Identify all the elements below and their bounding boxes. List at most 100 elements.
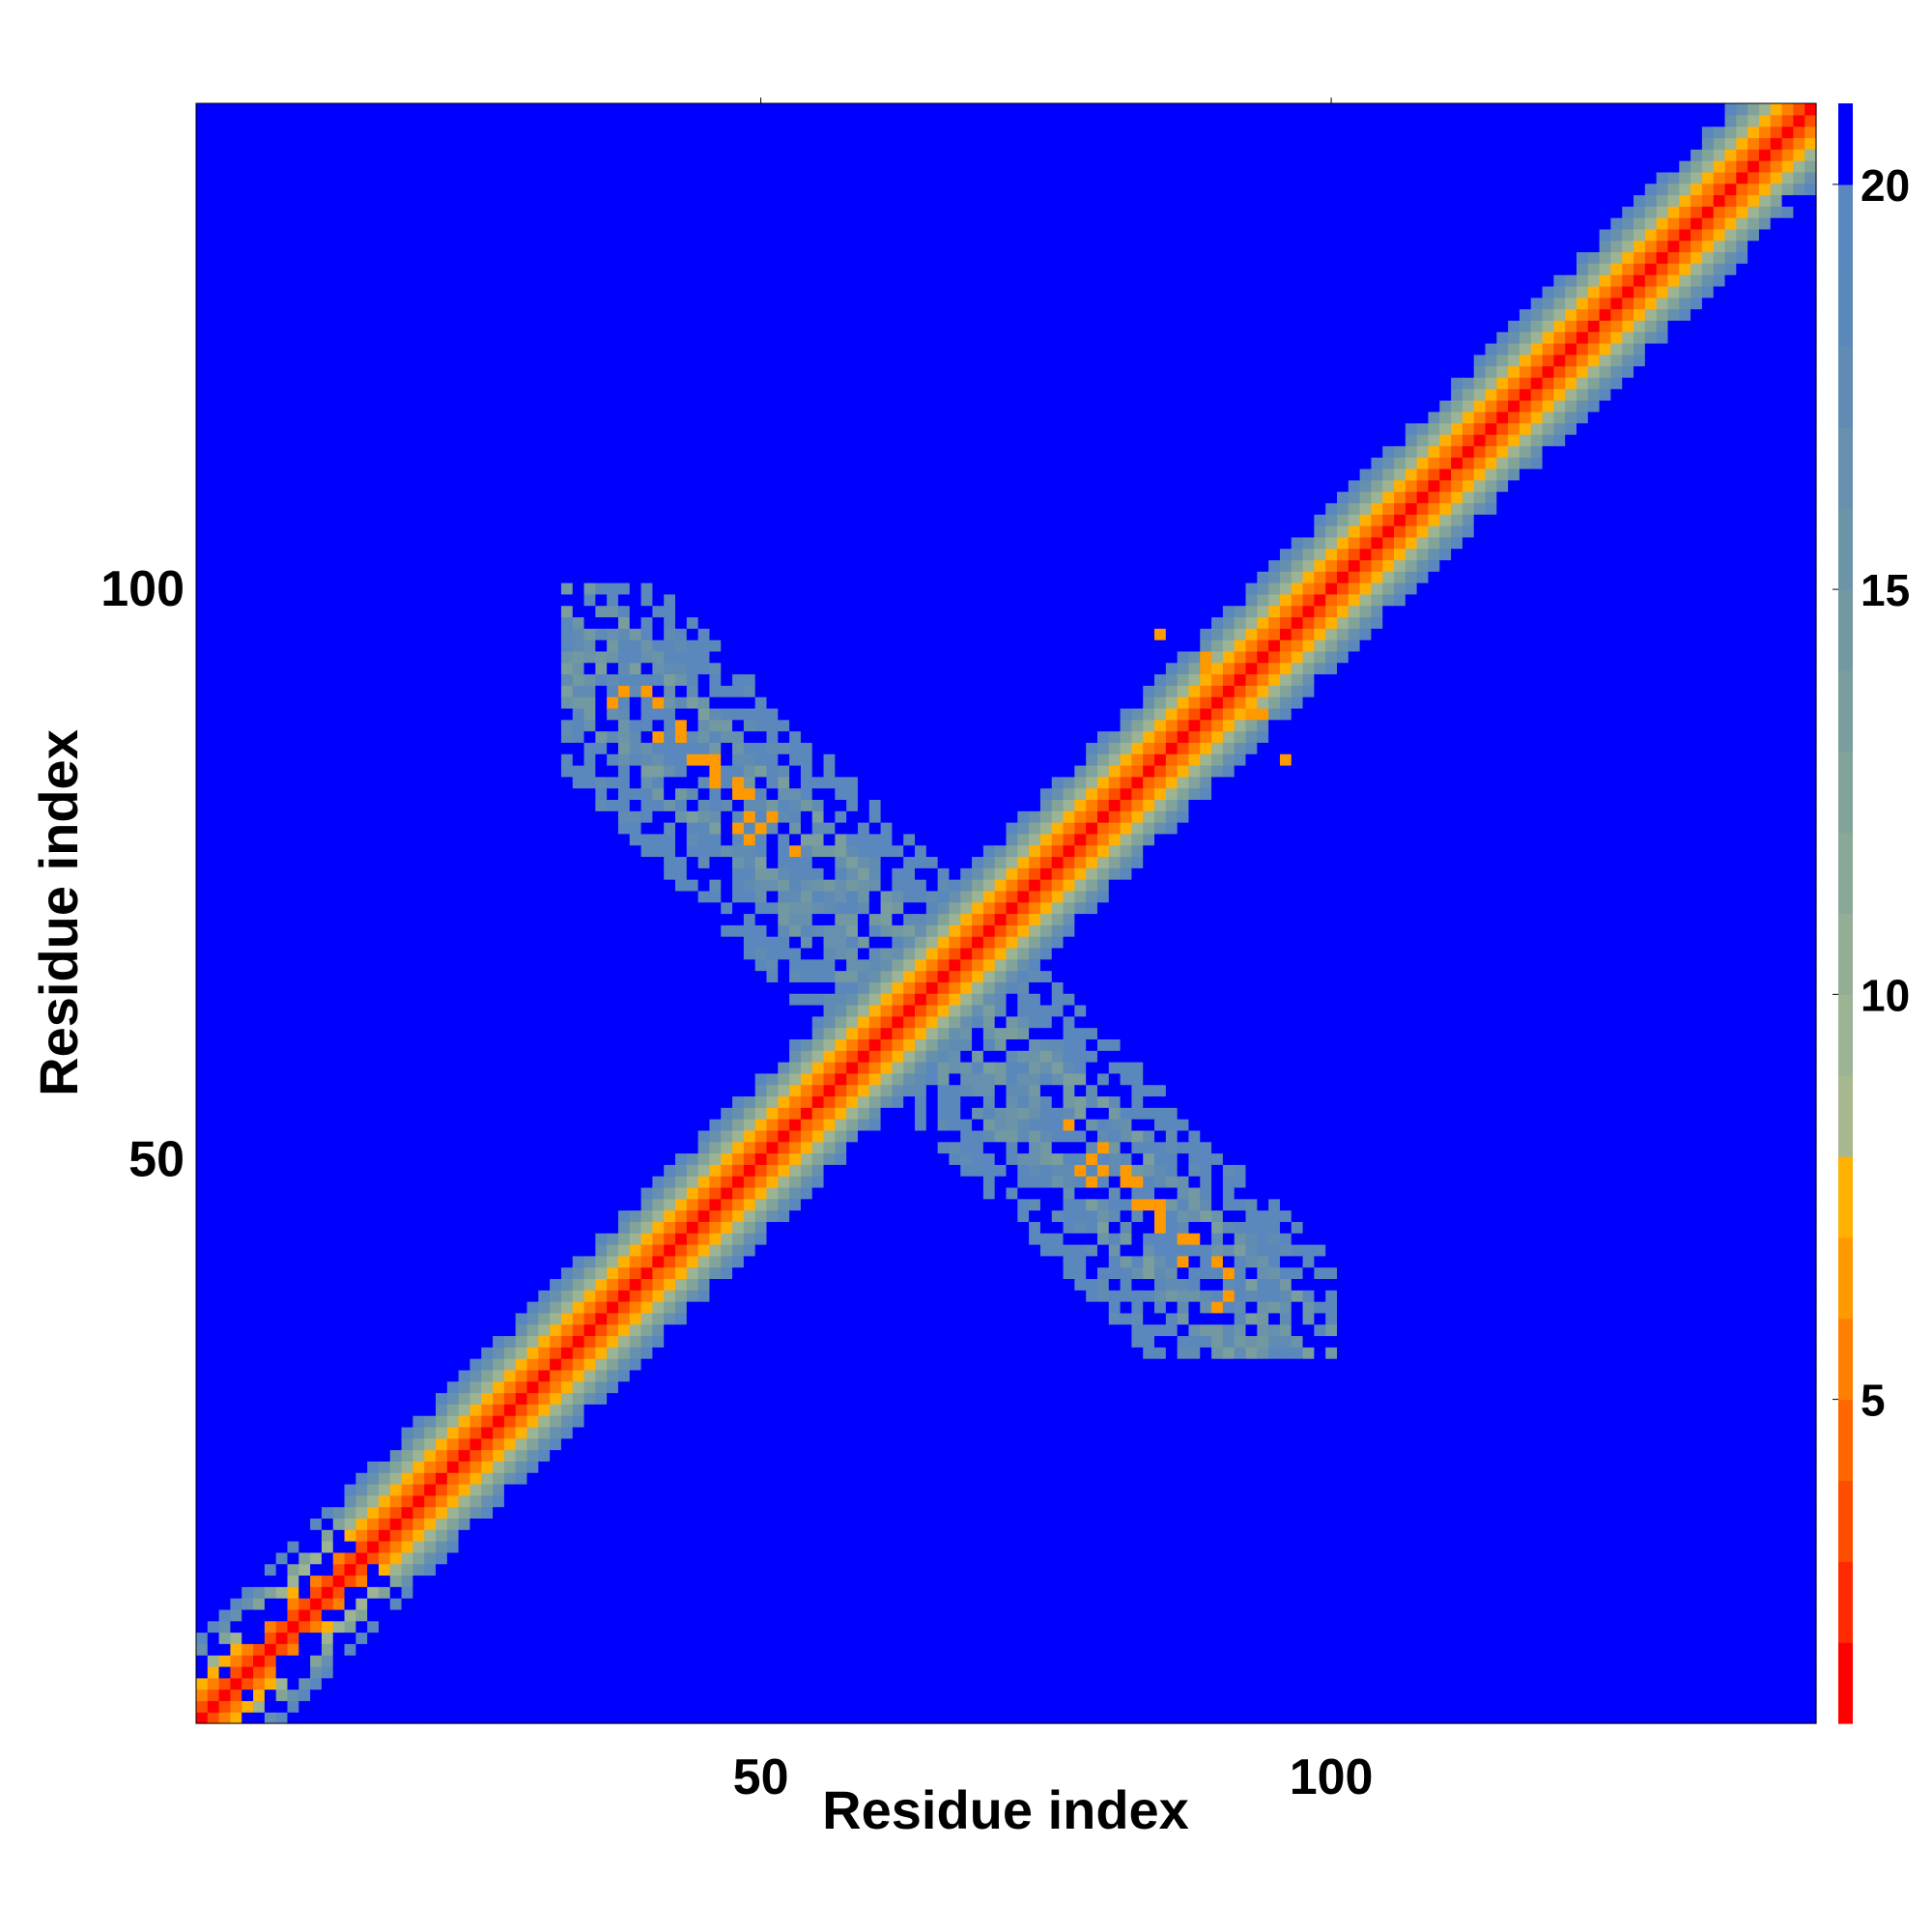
heatmap-cell (389, 867, 403, 880)
heatmap-cell (242, 1506, 254, 1520)
heatmap-cell (378, 137, 391, 150)
heatmap-cell (469, 970, 482, 982)
heatmap-cell (572, 1700, 585, 1713)
heatmap-cell (550, 1518, 562, 1530)
heatmap-cell (424, 502, 437, 515)
heatmap-cell (253, 742, 266, 754)
heatmap-cell (321, 149, 334, 161)
heatmap-cell (367, 285, 380, 298)
heatmap-cell (436, 320, 448, 332)
heatmap-cell (401, 707, 413, 721)
heatmap-cell (481, 867, 494, 880)
heatmap-cell (298, 1072, 311, 1086)
heatmap-cell (275, 1152, 289, 1165)
heatmap-cell (389, 571, 403, 583)
heatmap-cell (401, 1027, 413, 1040)
heatmap-cell (412, 1437, 425, 1451)
heatmap-cell (253, 251, 266, 264)
heatmap-cell (242, 628, 254, 640)
heatmap-cell (389, 388, 403, 401)
heatmap-cell (298, 1551, 311, 1565)
heatmap-cell (310, 1449, 323, 1462)
heatmap-cell (572, 1198, 585, 1211)
heatmap-cell (424, 457, 437, 469)
heatmap-cell (446, 422, 460, 436)
heatmap-cell (207, 1358, 220, 1371)
heatmap-cell (310, 1358, 323, 1371)
heatmap-cell (503, 1084, 517, 1097)
heatmap-cell (572, 171, 585, 185)
heatmap-cell (389, 1541, 403, 1553)
heatmap-cell (526, 1347, 539, 1359)
heatmap-cell (298, 1506, 311, 1520)
heatmap-cell (458, 1176, 471, 1188)
heatmap-cell (355, 1404, 368, 1416)
heatmap-cell (196, 1358, 209, 1371)
heatmap-cell (572, 1677, 585, 1690)
heatmap-cell (275, 685, 289, 697)
heatmap-cell (287, 1380, 299, 1394)
heatmap-cell (367, 228, 380, 242)
heatmap-cell (253, 1358, 266, 1371)
heatmap-cell (469, 844, 482, 858)
heatmap-cell (412, 274, 425, 287)
heatmap-cell (367, 822, 380, 835)
heatmap-cell (526, 1095, 539, 1108)
heatmap-cell (389, 502, 403, 515)
heatmap-cell (469, 1278, 482, 1291)
heatmap-cell (526, 1506, 539, 1520)
heatmap-cell (287, 297, 299, 310)
heatmap-cell (424, 1243, 437, 1257)
heatmap-cell (264, 514, 277, 526)
heatmap-cell (253, 1221, 266, 1234)
heatmap-cell (264, 240, 277, 253)
heatmap-cell (344, 639, 356, 652)
heatmap-cell (378, 1038, 391, 1051)
heatmap-cell (367, 1255, 380, 1268)
heatmap-cell (389, 719, 403, 732)
heatmap-cell (264, 1643, 277, 1656)
heatmap-cell (287, 833, 299, 846)
heatmap-cell (196, 468, 209, 481)
heatmap-cell (275, 628, 289, 640)
heatmap-cell (560, 1608, 574, 1622)
heatmap-cell (560, 388, 574, 401)
heatmap-cell (424, 1027, 437, 1040)
heatmap-cell (503, 1598, 517, 1610)
heatmap-cell (287, 787, 299, 800)
heatmap-cell (298, 764, 311, 778)
heatmap-cell (242, 1518, 254, 1530)
heatmap-cell (572, 924, 585, 937)
heatmap-cell (196, 981, 209, 994)
heatmap-cell (481, 742, 494, 754)
heatmap-cell (446, 856, 460, 868)
heatmap-cell (469, 343, 482, 355)
heatmap-cell (389, 742, 403, 754)
heatmap-cell (389, 1483, 403, 1496)
heatmap-cell (550, 536, 562, 550)
heatmap-cell (332, 1233, 346, 1245)
heatmap-cell (196, 1426, 209, 1439)
heatmap-cell (287, 1437, 299, 1451)
heatmap-cell (253, 1586, 266, 1599)
heatmap-cell (583, 947, 596, 960)
heatmap-cell (321, 502, 334, 515)
heatmap-cell (218, 1062, 232, 1074)
heatmap-cell (310, 548, 323, 560)
heatmap-cell (389, 1255, 403, 1268)
heatmap-cell (436, 650, 448, 664)
heatmap-cell (446, 1266, 460, 1280)
heatmap-cell (367, 1598, 380, 1610)
heatmap-cell (412, 137, 425, 150)
heatmap-cell (275, 194, 289, 207)
heatmap-cell (481, 1643, 494, 1656)
heatmap-cell (389, 1529, 403, 1542)
heatmap-cell (446, 662, 460, 675)
heatmap-cell (275, 422, 289, 436)
heatmap-cell (196, 1027, 209, 1040)
heatmap-cell (515, 1301, 528, 1314)
heatmap-cell (469, 1186, 482, 1200)
heatmap-cell (493, 628, 505, 640)
heatmap-cell (538, 639, 551, 652)
heatmap-cell (196, 1015, 209, 1029)
